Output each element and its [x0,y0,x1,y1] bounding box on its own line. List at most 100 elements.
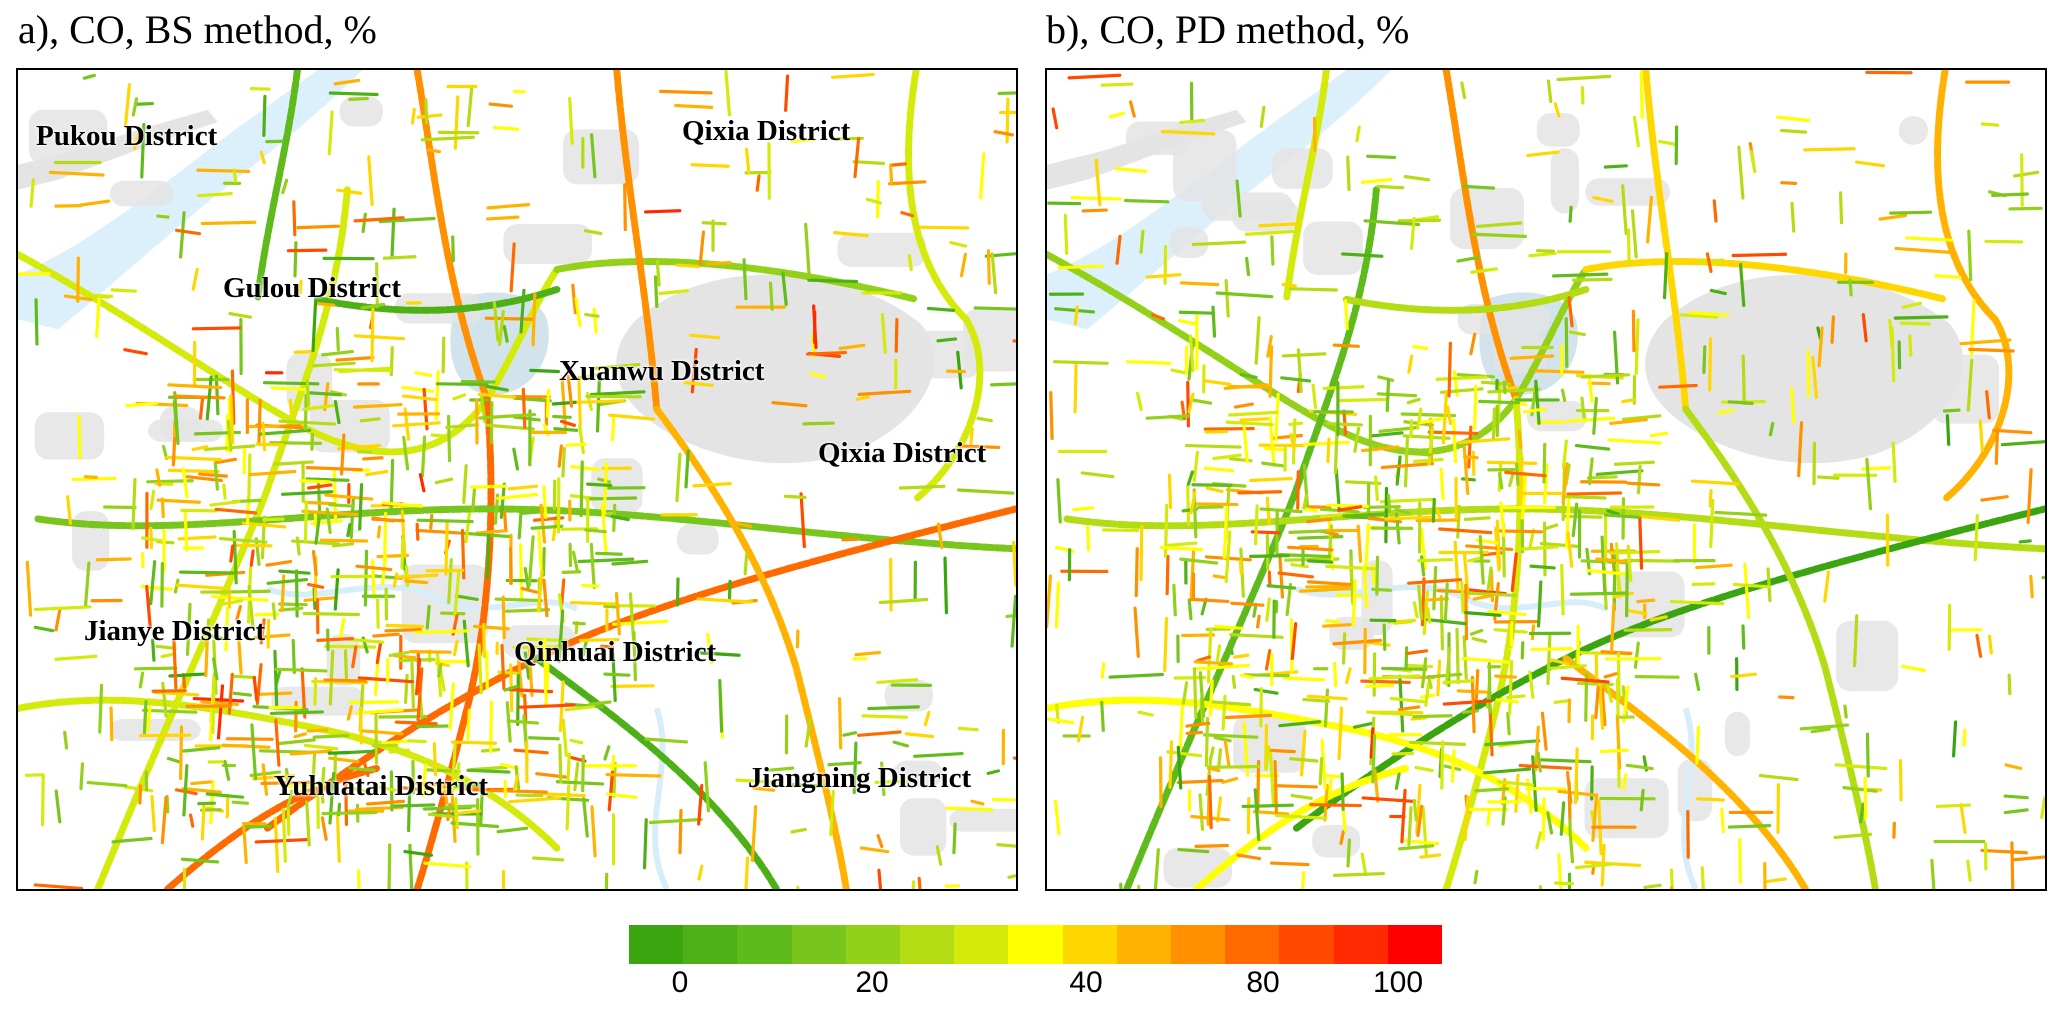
street-segment [394,720,438,726]
street-segment [590,133,597,179]
street-segment [1202,379,1232,386]
street-segment [293,241,298,278]
street-segment [959,252,968,278]
street-segment [1768,421,1775,437]
street-segment [611,417,616,442]
street-segment [1569,591,1627,596]
street-segment [134,101,154,106]
street-segment [1374,475,1379,502]
street-segment [229,544,235,563]
street-segment [1356,524,1363,563]
street-segment [1632,115,1640,148]
street-segment [1191,240,1247,247]
street-segment [1518,456,1524,507]
street-segment [180,508,219,513]
colorbar-swatch [1333,925,1388,964]
street-segment [1360,177,1393,184]
street-segment [1616,651,1621,699]
street-segment [308,391,343,397]
street-segment [1283,676,1326,682]
street-segment [406,786,412,833]
street-segment [827,761,862,767]
street-segment [211,657,219,681]
street-segment [1806,349,1811,397]
street-segment [1466,588,1507,596]
street-segment [213,462,219,491]
street-segment [443,789,449,805]
street-segment [1384,486,1389,544]
street-segment [1290,563,1309,569]
street-segment [1373,768,1380,803]
street-segment [273,649,279,708]
street-segment [133,666,178,671]
street-segment [1072,506,1095,512]
street-segment [718,679,724,733]
street-segment [1237,490,1283,495]
street-segment [1502,380,1507,395]
street-segment [1696,797,1725,802]
street-segment [1865,457,1873,511]
street-segment [1306,517,1333,524]
street-segment [1278,554,1285,599]
land-patch [34,412,105,460]
street-segment [190,780,213,786]
street-segment [166,756,182,764]
street-segment [500,643,506,691]
street-segment [1959,338,2012,346]
street-segment [1865,732,1870,778]
street-segment [1266,584,1297,590]
street-segment [1123,198,1170,204]
street-segment [353,216,405,223]
street-segment [427,148,442,154]
street-segment [358,706,363,745]
street-segment [388,748,410,754]
street-segment [1615,713,1622,770]
street-segment [1371,711,1414,717]
street-segment [1323,688,1330,728]
street-segment [25,560,33,617]
street-segment [140,536,165,543]
street-segment [1410,716,1428,721]
street-segment [266,577,309,585]
street-segment [155,468,162,487]
street-segment [1432,565,1438,611]
street-segment [1271,433,1303,440]
street-segment [1457,437,1511,445]
street-segment [913,751,964,758]
street-segment [1415,783,1422,835]
street-segment [1834,763,1888,771]
street-segment [1239,417,1270,422]
street-segment [1889,210,1933,215]
street-segment [400,537,405,570]
street-segment [1462,184,1496,190]
street-segment [659,89,713,95]
street-segment [1194,502,1239,507]
street-segment [232,691,252,697]
street-segment [445,423,479,429]
street-segment [1236,853,1262,861]
district-label-qixia-east: Qixia District [818,437,987,469]
street-segment [351,645,358,669]
street-segment [1612,554,1617,612]
street-segment [612,761,617,798]
street-segment [1859,802,1865,824]
street-segment [1551,272,1609,278]
street-segment [2040,796,2045,819]
street-segment [291,638,296,675]
street-segment [1973,513,1979,562]
street-segment [1371,587,1393,592]
street-segment [180,857,220,864]
street-segment [1462,551,1470,600]
street-segment [1491,407,1497,440]
street-segment [1360,852,1368,877]
street-segment [1640,515,1681,522]
street-segment [841,537,859,542]
street-segment [1797,421,1804,478]
street-segment [1189,490,1197,515]
street-segment [1341,252,1384,258]
street-segment [1296,470,1300,510]
street-segment [348,96,369,101]
street-segment [313,676,318,706]
colorbar-tick-label: 80 [1246,966,1280,999]
street-segment [1179,557,1219,565]
